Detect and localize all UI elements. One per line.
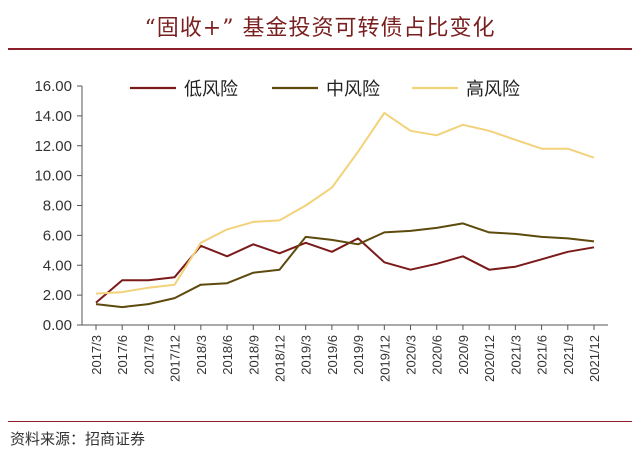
y-tick-label: 16.00 xyxy=(34,78,72,95)
series-line-2 xyxy=(95,222,595,309)
x-tick-label: 2017/9 xyxy=(141,335,156,375)
x-tick-label: 2020/6 xyxy=(430,335,445,375)
y-tick-label: 14.00 xyxy=(34,108,72,125)
x-tick-label: 2019/3 xyxy=(299,335,314,375)
y-tick-label: 0.00 xyxy=(43,317,72,334)
line-chart: 0.00 2.00 4.00 6.00 8.00 10.00 12.00 14.00 16.00… xyxy=(34,78,608,382)
chart-title: “固收+” 基金投资可转债占比变化 xyxy=(144,16,496,41)
x-tick-label: 2019/6 xyxy=(325,335,340,375)
x-tick-label: 2020/9 xyxy=(456,335,471,375)
y-tick-label: 6.00 xyxy=(43,227,72,244)
x-tick-label: 2017/3 xyxy=(89,335,104,375)
y-tick-label: 12.00 xyxy=(34,138,72,155)
y-tick-label: 8.00 xyxy=(43,198,72,215)
x-tick-label: 2017/12 xyxy=(168,335,183,382)
y-tick-label: 10.00 xyxy=(34,168,72,185)
source-note: 资料来源：招商证券 xyxy=(10,430,146,448)
x-tick-label: 2020/12 xyxy=(482,335,497,382)
x-tick-label: 2019/9 xyxy=(351,335,366,375)
x-tick-label: 2018/3 xyxy=(194,335,209,375)
title-divider xyxy=(8,48,632,50)
x-tick-label: 2021/12 xyxy=(587,335,602,382)
series-line-1 xyxy=(95,237,595,304)
x-tick-label: 2018/12 xyxy=(272,335,287,382)
x-tick-label: 2021/6 xyxy=(535,335,550,375)
y-tick-label: 2.00 xyxy=(43,287,72,304)
x-tick-label: 2018/6 xyxy=(220,335,235,375)
series-line-3 xyxy=(95,111,595,295)
x-tick-label: 2021/3 xyxy=(508,335,523,375)
footer-divider xyxy=(8,421,632,422)
x-tick-label: 2020/3 xyxy=(404,335,419,375)
legend-label-3: 高风险 xyxy=(466,79,520,100)
x-tick-label: 2021/9 xyxy=(561,335,576,375)
legend-label-1: 低风险 xyxy=(184,79,238,100)
x-tick-label: 2018/9 xyxy=(246,335,261,375)
y-tick-label: 4.00 xyxy=(43,257,72,274)
legend-label-2: 中风险 xyxy=(326,79,380,100)
x-tick-label: 2019/12 xyxy=(377,335,392,382)
x-tick-label: 2017/6 xyxy=(115,335,130,375)
